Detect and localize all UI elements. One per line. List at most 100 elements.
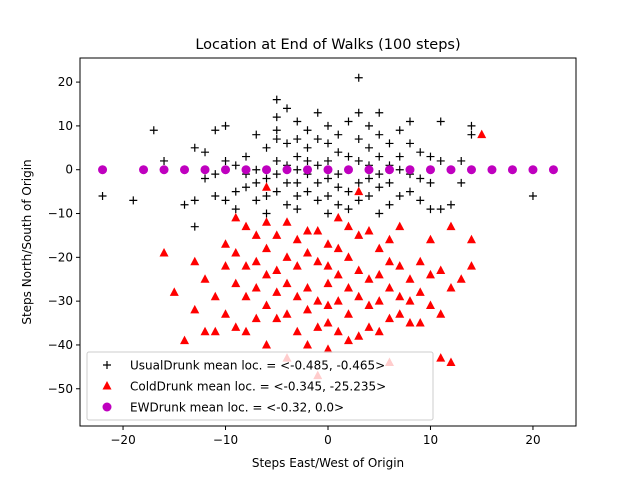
usualdrunk-point [201, 174, 210, 183]
x-tick-label: 0 [324, 433, 332, 447]
usualdrunk-point [354, 73, 363, 82]
colddrunk-point [221, 309, 231, 318]
colddrunk-point [169, 287, 179, 296]
colddrunk-point [200, 326, 210, 336]
colddrunk-point [384, 313, 394, 323]
usualdrunk-point [426, 152, 435, 161]
x-axis-ticks: −20 −10 0 10 20 [110, 426, 541, 447]
colddrunk-point [190, 256, 200, 266]
usualdrunk-point [405, 139, 414, 148]
usualdrunk-point [313, 161, 322, 170]
colddrunk-point [210, 326, 220, 336]
y-tick-label: 20 [58, 75, 73, 89]
colddrunk-point [354, 331, 364, 340]
usualdrunk-point [364, 143, 373, 152]
colddrunk-point [436, 309, 446, 318]
usualdrunk-point [211, 126, 220, 135]
colddrunk-point [231, 247, 241, 257]
usualdrunk-point [528, 192, 537, 200]
colddrunk-point [466, 234, 476, 244]
colddrunk-point [374, 243, 384, 253]
ewdrunk-point [425, 165, 435, 175]
usualdrunk-point [364, 174, 373, 183]
data-points [98, 73, 558, 380]
legend-label: ColdDrunk mean loc. = <-0.345, -25.235> [130, 380, 386, 394]
usualdrunk-point [344, 187, 353, 196]
usualdrunk-point [129, 196, 138, 205]
usualdrunk-point [385, 139, 394, 148]
colddrunk-point [384, 283, 394, 292]
usualdrunk-point [354, 135, 363, 144]
usualdrunk-point [344, 152, 353, 161]
ewdrunk-point [405, 165, 415, 175]
usualdrunk-point [221, 121, 230, 130]
colddrunk-point [395, 221, 405, 231]
usualdrunk-point [375, 152, 384, 161]
usualdrunk-point [98, 192, 107, 200]
usualdrunk-point [375, 183, 384, 192]
colddrunk-point [262, 182, 272, 191]
usualdrunk-point [252, 165, 261, 174]
colddrunk-point [323, 344, 333, 353]
ewdrunk-point [528, 165, 538, 175]
usualdrunk-point [231, 161, 240, 170]
usualdrunk-point [375, 130, 384, 139]
colddrunk-point [251, 256, 261, 266]
usualdrunk-point [252, 196, 261, 205]
legend-label: EWDrunk mean loc. = <-0.32, 0.0> [130, 401, 344, 415]
usualdrunk-point [283, 178, 292, 187]
y-axis-label: Steps North/South of Origin [20, 159, 34, 324]
ewdrunk-point [343, 165, 353, 175]
colddrunk-point [395, 261, 405, 270]
usualdrunk-point [354, 108, 363, 117]
colddrunk-point [303, 283, 313, 292]
colddrunk-point [436, 265, 446, 274]
colddrunk-point [477, 129, 487, 139]
colddrunk-point [231, 278, 241, 288]
colddrunk-point [282, 309, 292, 318]
ewdrunk-point [98, 165, 108, 175]
y-tick-label: 10 [58, 119, 73, 133]
ewdrunk-point [446, 165, 456, 175]
usualdrunk-point [262, 209, 271, 218]
colddrunk-point [303, 226, 313, 235]
colddrunk-point [221, 239, 231, 248]
usualdrunk-point [293, 205, 302, 214]
ewdrunk-point [364, 165, 374, 175]
colddrunk-point [262, 300, 272, 310]
colddrunk-point [292, 291, 302, 301]
usualdrunk-point [313, 135, 322, 144]
colddrunk-point [333, 243, 343, 253]
usualdrunk-point [324, 192, 332, 200]
y-tick-label: −40 [48, 338, 73, 352]
usualdrunk-point [324, 174, 332, 183]
usualdrunk-point [272, 95, 281, 104]
usualdrunk-point [283, 104, 292, 113]
colddrunk-point [415, 287, 425, 296]
colddrunk-point [343, 309, 353, 318]
colddrunk-point [456, 274, 466, 283]
colddrunk-point [436, 353, 446, 362]
colddrunk-point [354, 230, 364, 239]
colddrunk-point [395, 309, 405, 318]
ewdrunk-point [303, 165, 313, 175]
colddrunk-points [159, 129, 487, 380]
colddrunk-point [364, 300, 374, 310]
colddrunk-point [180, 335, 190, 345]
colddrunk-point [425, 300, 435, 310]
colddrunk-point [364, 274, 374, 283]
usualdrunk-point [231, 205, 240, 214]
ewdrunk-point [282, 165, 292, 175]
usualdrunk-point [334, 130, 343, 139]
colddrunk-point [272, 265, 282, 274]
colddrunk-point [200, 274, 210, 283]
usualdrunk-point [262, 143, 271, 152]
colddrunk-point [446, 221, 456, 231]
colddrunk-point [303, 247, 313, 257]
ewdrunk-point [262, 165, 272, 175]
colddrunk-point [303, 339, 313, 349]
colddrunk-point [241, 291, 251, 301]
colddrunk-point [323, 261, 333, 270]
usualdrunk-point [354, 196, 363, 205]
